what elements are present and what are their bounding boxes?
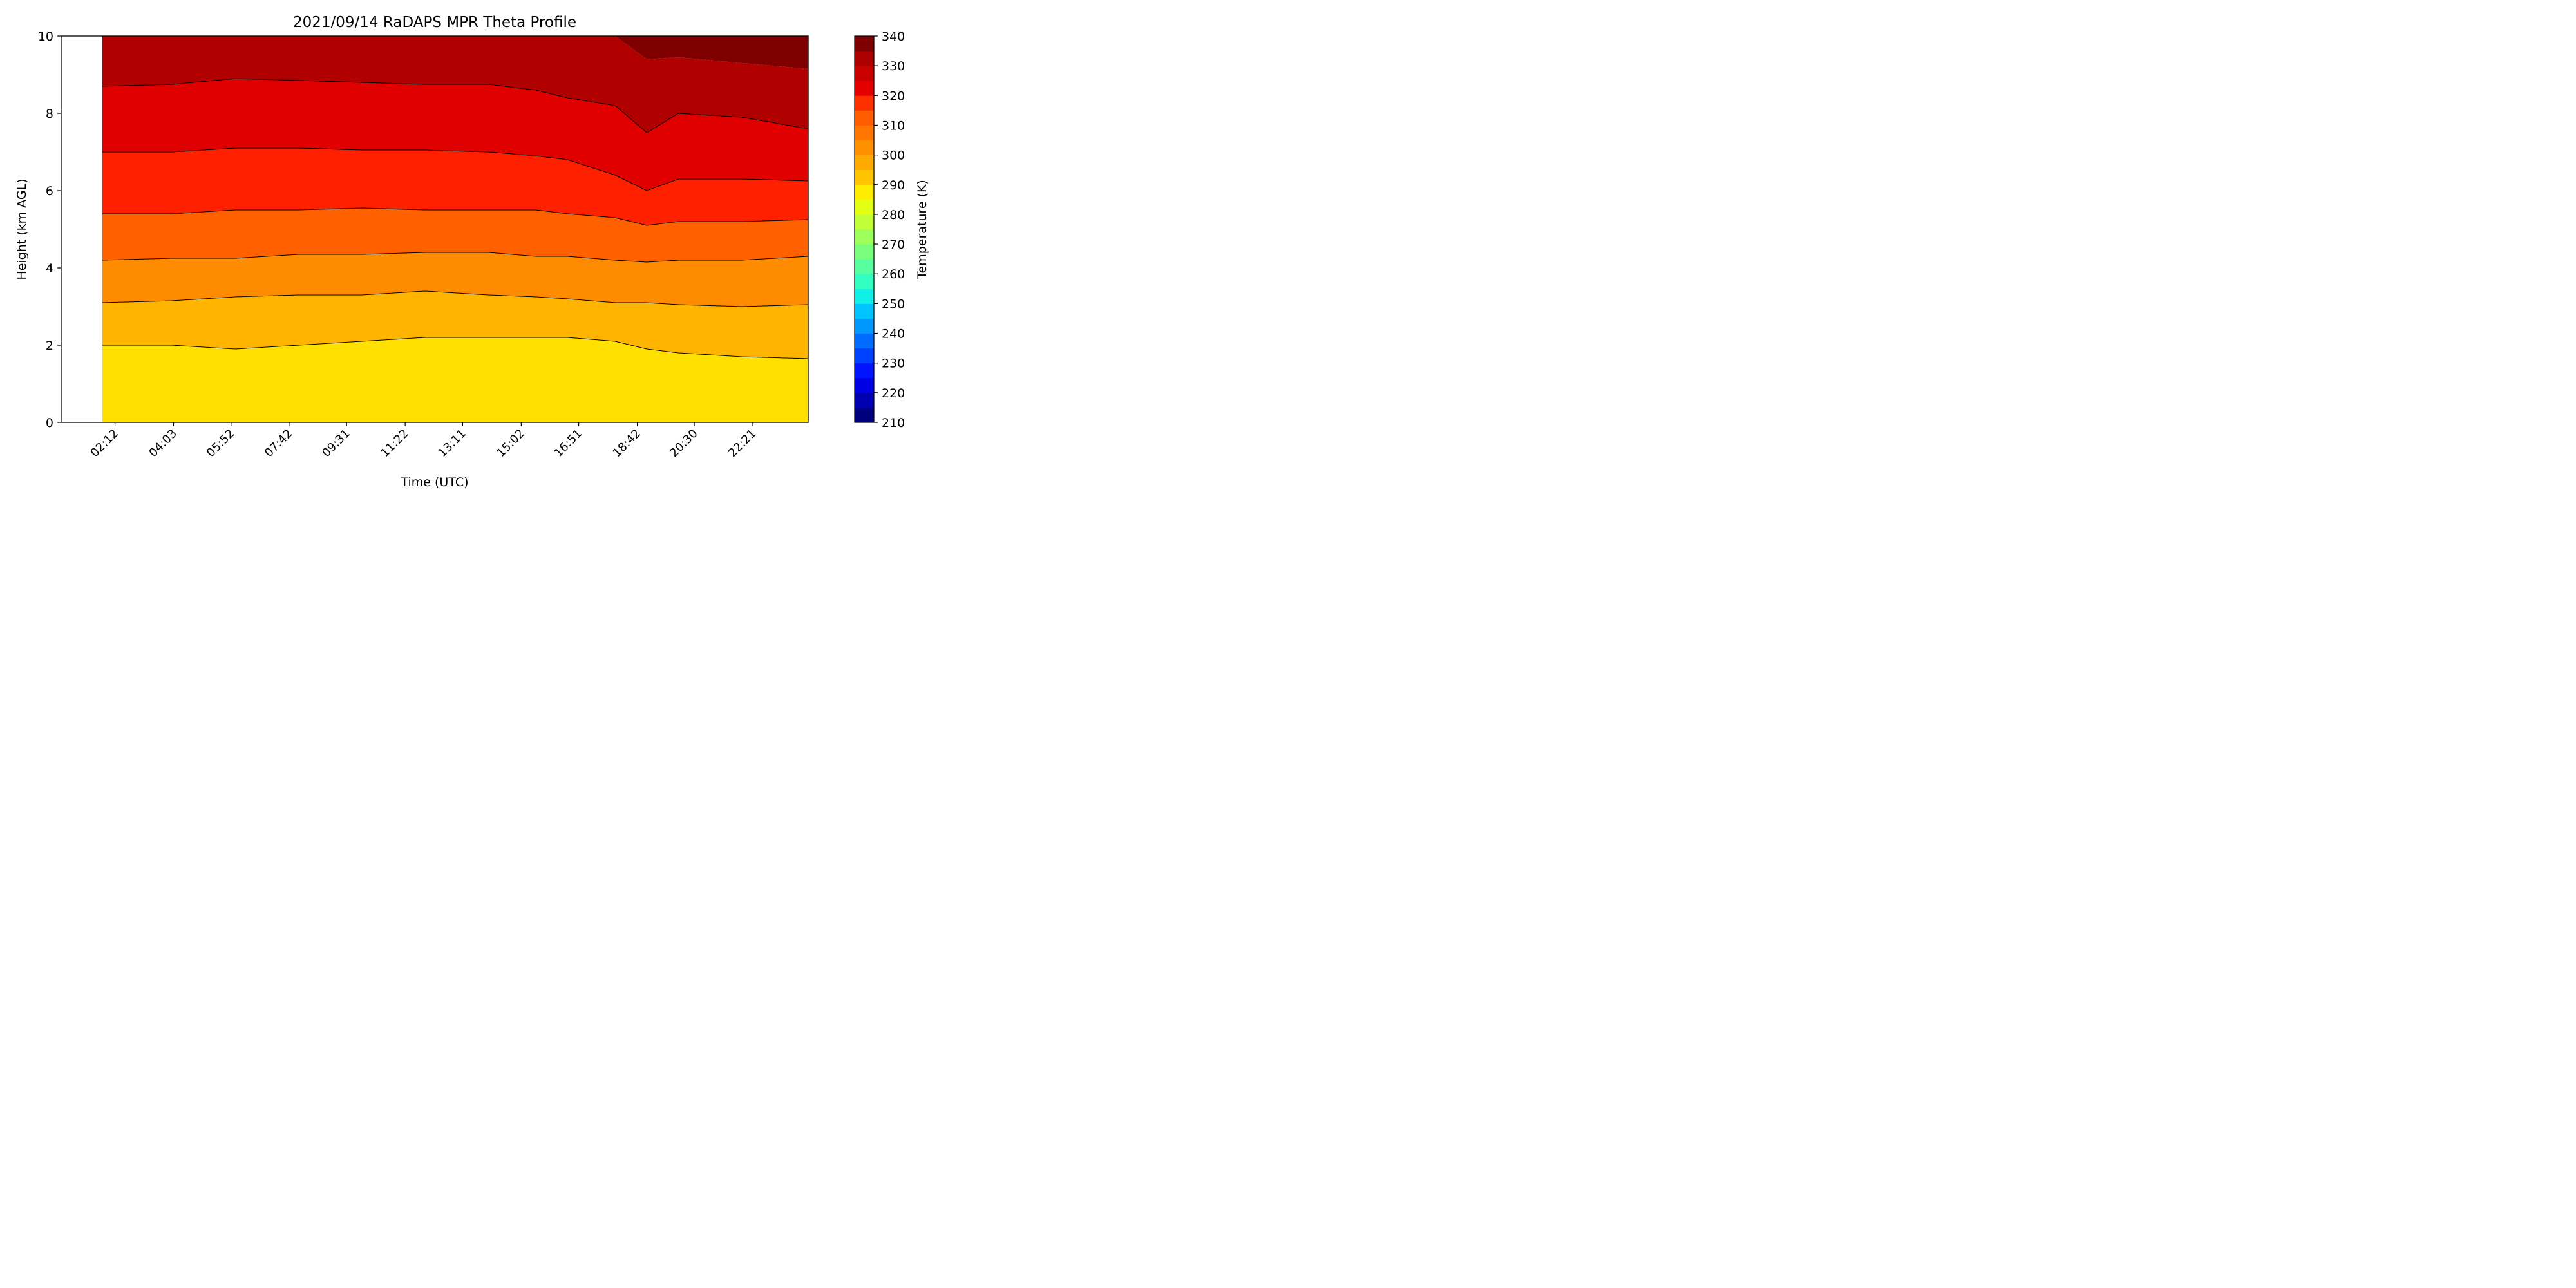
x-tick-label: 13:11 (435, 427, 469, 460)
colorbar-swatch (855, 36, 874, 52)
colorbar-tick-label: 220 (882, 386, 905, 401)
colorbar-tick-label: 250 (882, 297, 905, 311)
colorbar-swatch (855, 95, 874, 111)
colorbar-tick-label: 330 (882, 59, 905, 73)
x-tick-label: 16:51 (552, 427, 585, 460)
x-tick-label: 11:22 (378, 427, 412, 460)
y-tick-label: 4 (46, 261, 53, 276)
colorbar-swatch (855, 377, 874, 393)
colorbar-ticks: 210 220 230 240 250 260 270 280 290 300 310 320 330 3… (874, 30, 905, 430)
colorbar-swatch (855, 392, 874, 408)
contour-bands (61, 36, 808, 422)
x-tick-label: 02:12 (88, 427, 122, 460)
colorbar-swatch (855, 155, 874, 171)
x-tick-label: 04:03 (146, 427, 180, 460)
missing-data-gap (61, 36, 102, 422)
colorbar-swatch (855, 66, 874, 81)
colorbar-swatch (855, 303, 874, 319)
x-axis: 02:12 04:03 05:52 07:42 09:31 11:22 13:11 15:02… (88, 422, 759, 460)
colorbar-swatch (855, 259, 874, 274)
colorbar-swatch (855, 348, 874, 364)
plot-frame (61, 35, 809, 423)
contour-band (61, 36, 808, 69)
y-tick-label: 10 (38, 30, 53, 44)
colorbar-tick-label: 320 (882, 89, 905, 103)
colorbar-swatch (855, 229, 874, 245)
y-axis: 0 2 4 6 8 10 (38, 30, 61, 430)
contour-line (61, 290, 809, 307)
x-tick-label: 15:02 (494, 427, 527, 460)
colorbar-swatch (855, 274, 874, 289)
colorbar-swatch (855, 125, 874, 140)
y-tick-label: 8 (46, 107, 53, 121)
contour-band (61, 148, 808, 225)
x-tick-label: 07:42 (262, 427, 296, 460)
colorbar-swatch (855, 169, 874, 185)
x-axis-label: Time (UTC) (400, 475, 468, 489)
colorbar-swatch (855, 199, 874, 215)
colorbar-swatch (855, 214, 874, 230)
x-tick-label: 09:31 (319, 427, 353, 460)
contour-band (61, 79, 808, 191)
x-tick-label: 05:52 (204, 427, 238, 460)
y-tick-label: 6 (46, 184, 53, 198)
colorbar-swatch (855, 363, 874, 379)
colorbar-tick-label: 310 (882, 118, 905, 133)
chart-title: 2021/09/14 RaDAPS MPR Theta Profile (293, 14, 576, 31)
colorbar-swatch (855, 318, 874, 334)
colorbar-tick-label: 270 (882, 238, 905, 252)
colorbar-tick-label: 280 (882, 208, 905, 222)
colorbar-swatch (855, 244, 874, 260)
colorbar-swatch (855, 110, 874, 126)
x-tick-label: 20:30 (667, 427, 701, 460)
theta-profile-chart: 2021/09/14 RaDAPS MPR Theta Profile 02:1… (15, 14, 929, 489)
colorbar-tick-label: 240 (882, 327, 905, 341)
colorbar-swatch (855, 140, 874, 156)
colorbar-swatch (855, 184, 874, 200)
contour-band (61, 252, 808, 307)
colorbar-tick-label: 230 (882, 357, 905, 371)
colorbar-tick-label: 290 (882, 178, 905, 193)
contour-line (61, 252, 809, 263)
colorbar-swatch (855, 289, 874, 304)
contour-band (61, 337, 808, 422)
contour-line (61, 78, 809, 133)
contour-lines (61, 36, 809, 422)
colorbar-swatch (855, 333, 874, 349)
colorbar-swatch (855, 51, 874, 66)
colorbar-tick-label: 340 (882, 30, 905, 44)
contour-line (61, 337, 809, 359)
x-tick-label: 22:21 (726, 427, 759, 460)
colorbar-tick-label: 210 (882, 416, 905, 430)
y-axis-label: Height (km AGL) (15, 178, 29, 279)
colorbar-swatch (855, 407, 874, 423)
colorbar-label: Temperature (K) (915, 180, 929, 279)
colorbar-tick-label: 300 (882, 149, 905, 163)
y-tick-label: 2 (46, 339, 53, 353)
y-tick-label: 0 (46, 416, 53, 430)
x-tick-label: 18:42 (611, 427, 644, 460)
chart-stage: 2021/09/14 RaDAPS MPR Theta Profile 02:1… (0, 0, 996, 498)
colorbar-tick-label: 260 (882, 267, 905, 281)
contour-band (61, 291, 808, 359)
colorbar-swatch (855, 80, 874, 96)
colorbar (854, 35, 875, 423)
contour-line (61, 147, 809, 191)
contour-band (61, 208, 808, 262)
colorbar-frame (854, 35, 875, 423)
contour-line (61, 207, 809, 226)
